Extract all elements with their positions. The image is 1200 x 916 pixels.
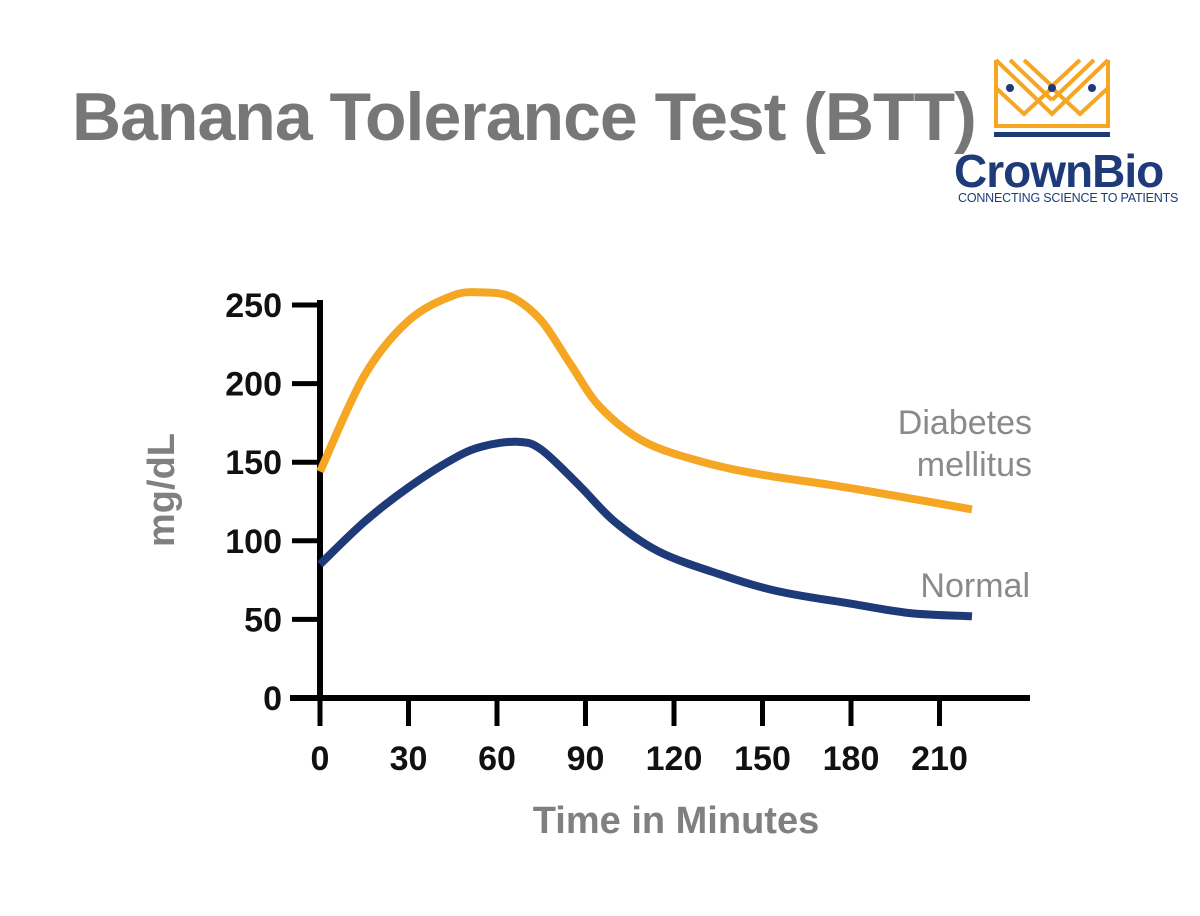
x-tick-label: 90 [567, 740, 605, 778]
series-line-normal [317, 437, 973, 621]
y-tick-label: 250 [225, 287, 282, 325]
x-tick-label: 30 [390, 740, 428, 778]
x-tick-label: 150 [734, 740, 791, 778]
series-label-diabetes-mellitus: mellitus [917, 446, 1032, 484]
x-tick-label: 60 [478, 740, 516, 778]
series-line-diabetes-mellitus [316, 288, 973, 514]
crownbio-logo: CrownBio CONNECTING SCIENCE TO PATIENTS [946, 48, 1178, 218]
y-tick-label: 150 [225, 444, 282, 482]
x-tick-label: 210 [911, 740, 968, 778]
series-label-normal: Normal [920, 567, 1030, 605]
y-tick-label: 0 [263, 680, 282, 718]
logo-brand: CrownBio [954, 145, 1164, 197]
crown-icon [994, 58, 1110, 137]
y-axis-title: mg/dL [141, 433, 183, 547]
y-tick-label: 100 [225, 523, 282, 561]
series-label-diabetes-mellitus: Diabetes [898, 404, 1032, 442]
page-title: Banana Tolerance Test (BTT) [72, 79, 977, 155]
x-tick-label: 180 [823, 740, 880, 778]
x-tick-label: 0 [311, 740, 330, 778]
x-axis-title: Time in Minutes [533, 800, 819, 842]
x-tick-label: 120 [646, 740, 703, 778]
logo-tagline: CONNECTING SCIENCE TO PATIENTS [958, 191, 1179, 205]
y-tick-label: 200 [225, 366, 282, 404]
y-tick-label: 50 [244, 601, 282, 639]
